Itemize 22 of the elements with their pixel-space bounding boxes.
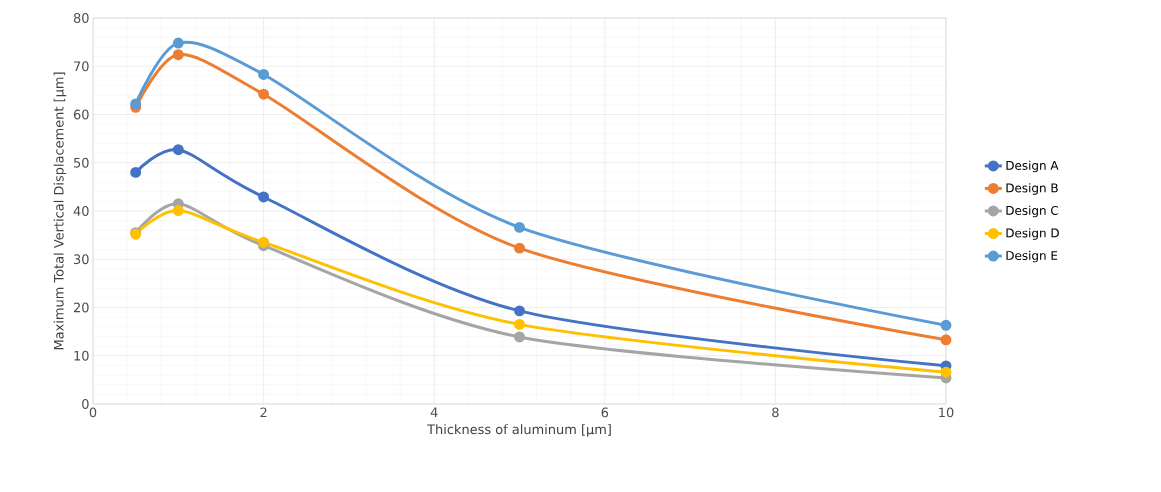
y-tick-label: 10 xyxy=(74,350,89,361)
y-tick-label: 50 xyxy=(74,157,89,168)
legend-label: Design E xyxy=(1006,250,1058,263)
y-tick-label: 30 xyxy=(74,254,89,265)
x-axis-title: Thickness of aluminum [µm] xyxy=(427,424,611,437)
x-tick-label: 4 xyxy=(430,407,438,417)
y-tick-label: 70 xyxy=(74,61,89,72)
legend-label: Design A xyxy=(1006,160,1059,173)
x-tick-label: 10 xyxy=(939,407,954,418)
y-tick-label: 0 xyxy=(82,399,89,409)
x-tick-label: 2 xyxy=(260,407,267,418)
x-tick-label: 0 xyxy=(89,407,97,418)
x-tick-label: 8 xyxy=(772,407,779,418)
x-tick-label: 6 xyxy=(601,407,609,418)
y-tick-label: 80 xyxy=(73,13,89,23)
y-tick-label: 60 xyxy=(73,109,89,120)
legend-label: Design D xyxy=(1006,228,1059,240)
legend-label: Design B xyxy=(1006,183,1058,195)
y-tick-label: 40 xyxy=(73,206,89,216)
legend-label: Design C xyxy=(1006,205,1059,218)
y-axis-title: Maximum Total Vertical Displacement [µm] xyxy=(53,72,67,350)
y-tick-label: 20 xyxy=(73,302,89,313)
